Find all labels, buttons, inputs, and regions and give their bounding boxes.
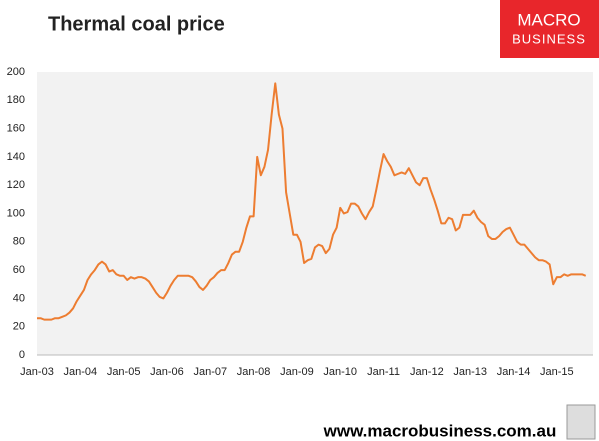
x-tick-label: Jan-04 — [63, 366, 97, 378]
x-tick-label: Jan-03 — [20, 366, 54, 378]
logo-box — [500, 0, 599, 58]
y-tick-label: 180 — [7, 94, 25, 106]
y-tick-label: 40 — [13, 292, 25, 304]
y-tick-label: 20 — [13, 321, 25, 333]
x-tick-label: Jan-05 — [107, 366, 141, 378]
footer: www.macrobusiness.com.au — [323, 421, 557, 440]
y-tick-label: 0 — [19, 349, 25, 361]
x-tick-label: Jan-07 — [193, 366, 227, 378]
plot-area — [37, 72, 593, 355]
data-line — [37, 82, 587, 321]
y-tick-label: 140 — [7, 151, 25, 163]
x-tick-label: Jan-14 — [497, 366, 531, 378]
x-tick-label: Jan-13 — [453, 366, 487, 378]
y-tick-label: 160 — [7, 123, 25, 135]
x-tick-label: Jan-15 — [540, 366, 574, 378]
logo-text: MACRO — [517, 10, 580, 29]
logo-text: BUSINESS — [512, 31, 586, 46]
x-tick-label: Jan-12 — [410, 366, 444, 378]
chart-title: Thermal coal price — [48, 13, 225, 35]
y-tick-label: 100 — [7, 207, 25, 219]
x-tick-label: Jan-06 — [150, 366, 184, 378]
x-tick-label: Jan-10 — [323, 366, 357, 378]
x-tick-label: Jan-09 — [280, 366, 314, 378]
y-tick-label: 60 — [13, 264, 25, 276]
y-tick-label: 200 — [7, 66, 25, 78]
y-tick-label: 80 — [13, 236, 25, 248]
wolf-icon — [566, 404, 596, 440]
x-tick-label: Jan-11 — [367, 366, 400, 378]
x-tick-label: Jan-08 — [237, 366, 271, 378]
y-tick-label: 120 — [7, 179, 25, 191]
